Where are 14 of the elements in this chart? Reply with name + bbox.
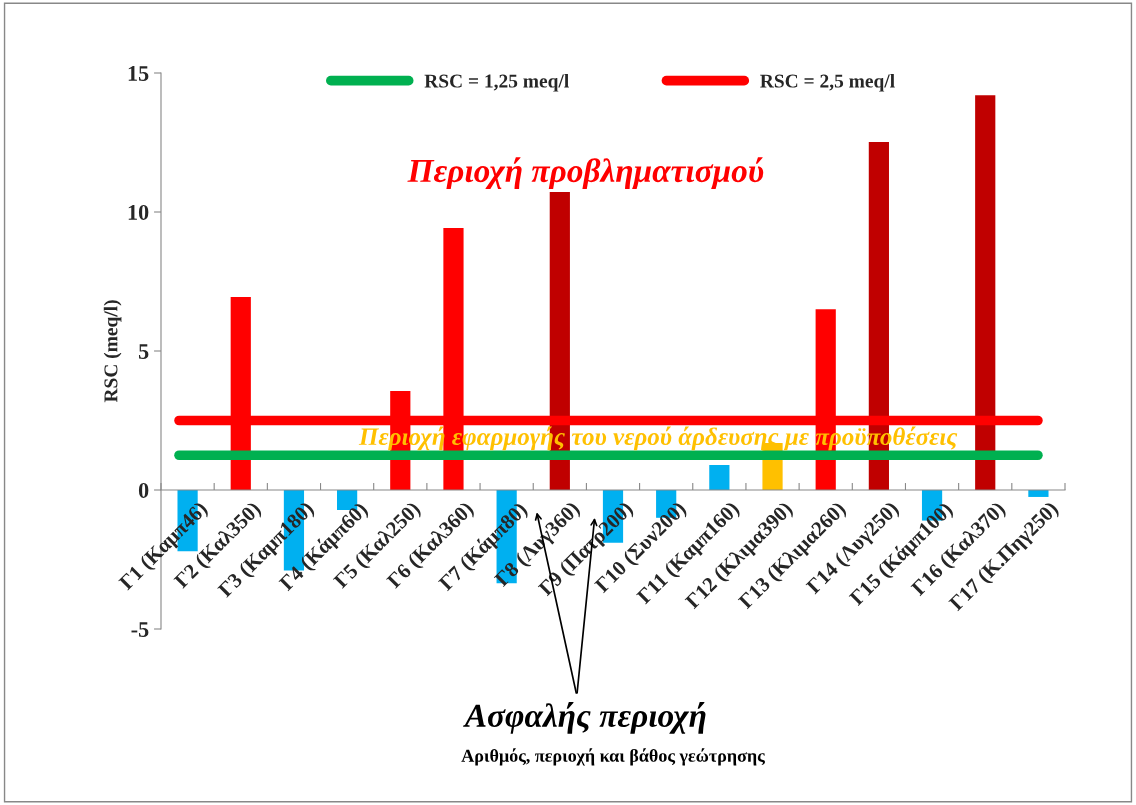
y-tick-label: 5: [138, 344, 149, 359]
y-tick-label: -5: [131, 622, 149, 637]
text: Αριθμός, περιοχή και βάθος γεώτρησης: [461, 748, 765, 766]
legend-label: RSC = 2,5 meq/l: [760, 73, 895, 92]
bar: [709, 464, 730, 490]
annotation: Περιοχή προβληματισμού: [407, 157, 764, 189]
y-tick-label: 15: [128, 66, 149, 81]
y-tick-label: 10: [128, 204, 149, 220]
legend-label: RSC = 1,25 meq/l: [424, 73, 569, 92]
y-tick-label: 0: [138, 482, 149, 498]
bar: [975, 95, 996, 490]
bar: [1028, 490, 1049, 497]
y-axis-title: RSC (meq/l): [103, 300, 122, 403]
text: Ασφαλής περιοχή: [463, 702, 706, 734]
